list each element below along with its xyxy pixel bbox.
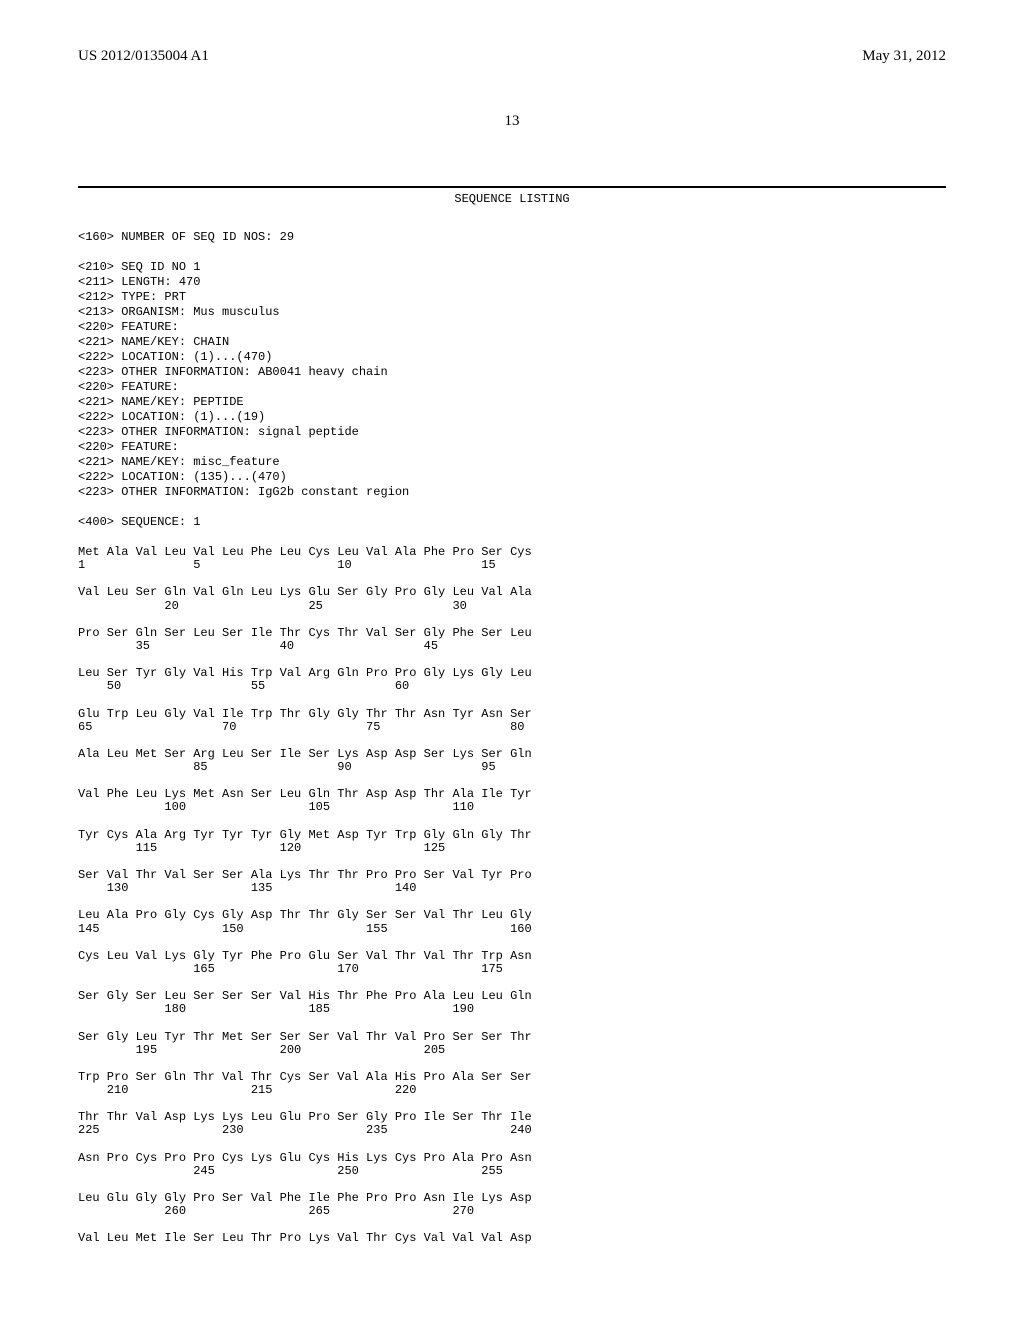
sequence-row: Trp Pro Ser Gln Thr Val Thr Cys Ser Val … (78, 1071, 946, 1097)
position-number-line: 260 265 270 (78, 1205, 946, 1218)
position-number-line: 245 250 255 (78, 1165, 946, 1178)
position-number-line: 85 90 95 (78, 761, 946, 774)
position-number-line: 225 230 235 240 (78, 1124, 946, 1137)
position-number-line: 100 105 110 (78, 801, 946, 814)
amino-acid-line: Pro Ser Gln Ser Leu Ser Ile Thr Cys Thr … (78, 627, 946, 640)
amino-acid-line: Val Leu Ser Gln Val Gln Leu Lys Glu Ser … (78, 586, 946, 599)
sequence-table: Met Ala Val Leu Val Leu Phe Leu Cys Leu … (78, 546, 946, 1246)
sequence-row: Pro Ser Gln Ser Leu Ser Ile Thr Cys Thr … (78, 627, 946, 653)
amino-acid-line: Glu Trp Leu Gly Val Ile Trp Thr Gly Gly … (78, 708, 946, 721)
sequence-row: Asn Pro Cys Pro Pro Cys Lys Glu Cys His … (78, 1152, 946, 1178)
publication-date: May 31, 2012 (862, 48, 946, 65)
publication-number: US 2012/0135004 A1 (78, 48, 209, 65)
position-number-line: 195 200 205 (78, 1044, 946, 1057)
sequence-row: Leu Ala Pro Gly Cys Gly Asp Thr Thr Gly … (78, 909, 946, 935)
sequence-row: Ser Gly Leu Tyr Thr Met Ser Ser Ser Val … (78, 1031, 946, 1057)
sequence-row: Leu Ser Tyr Gly Val His Trp Val Arg Gln … (78, 667, 946, 693)
sequence-row: Leu Glu Gly Gly Pro Ser Val Phe Ile Phe … (78, 1192, 946, 1218)
position-number-line: 130 135 140 (78, 882, 946, 895)
horizontal-rule (78, 186, 946, 188)
amino-acid-line: Val Leu Met Ile Ser Leu Thr Pro Lys Val … (78, 1232, 946, 1245)
amino-acid-line: Tyr Cys Ala Arg Tyr Tyr Tyr Gly Met Asp … (78, 829, 946, 842)
page-number: 13 (78, 113, 946, 130)
sequence-row: Val Leu Ser Gln Val Gln Leu Lys Glu Ser … (78, 586, 946, 612)
sequence-row: Cys Leu Val Lys Gly Tyr Phe Pro Glu Ser … (78, 950, 946, 976)
sequence-row: Ser Val Thr Val Ser Ser Ala Lys Thr Thr … (78, 869, 946, 895)
sequence-row: Val Phe Leu Lys Met Asn Ser Leu Gln Thr … (78, 788, 946, 814)
position-number-line: 180 185 190 (78, 1003, 946, 1016)
page-header: US 2012/0135004 A1 May 31, 2012 (78, 48, 946, 65)
sequence-row: Glu Trp Leu Gly Val Ile Trp Thr Gly Gly … (78, 708, 946, 734)
amino-acid-line: Leu Ala Pro Gly Cys Gly Asp Thr Thr Gly … (78, 909, 946, 922)
sequence-row: Tyr Cys Ala Arg Tyr Tyr Tyr Gly Met Asp … (78, 829, 946, 855)
position-number-line: 115 120 125 (78, 842, 946, 855)
position-number-line: 35 40 45 (78, 640, 946, 653)
position-number-line: 1 5 10 15 (78, 559, 946, 572)
sequence-metadata: <160> NUMBER OF SEQ ID NOS: 29 <210> SEQ… (78, 230, 946, 530)
sequence-row: Ser Gly Ser Leu Ser Ser Ser Val His Thr … (78, 990, 946, 1016)
sequence-row: Ala Leu Met Ser Arg Leu Ser Ile Ser Lys … (78, 748, 946, 774)
position-number-line: 165 170 175 (78, 963, 946, 976)
amino-acid-line: Asn Pro Cys Pro Pro Cys Lys Glu Cys His … (78, 1152, 946, 1165)
position-number-line: 210 215 220 (78, 1084, 946, 1097)
amino-acid-line: Cys Leu Val Lys Gly Tyr Phe Pro Glu Ser … (78, 950, 946, 963)
sequence-listing-title: SEQUENCE LISTING (78, 192, 946, 206)
sequence-row: Val Leu Met Ile Ser Leu Thr Pro Lys Val … (78, 1232, 946, 1245)
position-number-line: 20 25 30 (78, 600, 946, 613)
sequence-row: Thr Thr Val Asp Lys Lys Leu Glu Pro Ser … (78, 1111, 946, 1137)
position-number-line: 50 55 60 (78, 680, 946, 693)
sequence-row: Met Ala Val Leu Val Leu Phe Leu Cys Leu … (78, 546, 946, 572)
amino-acid-line: Ser Gly Leu Tyr Thr Met Ser Ser Ser Val … (78, 1031, 946, 1044)
position-number-line: 145 150 155 160 (78, 923, 946, 936)
position-number-line: 65 70 75 80 (78, 721, 946, 734)
